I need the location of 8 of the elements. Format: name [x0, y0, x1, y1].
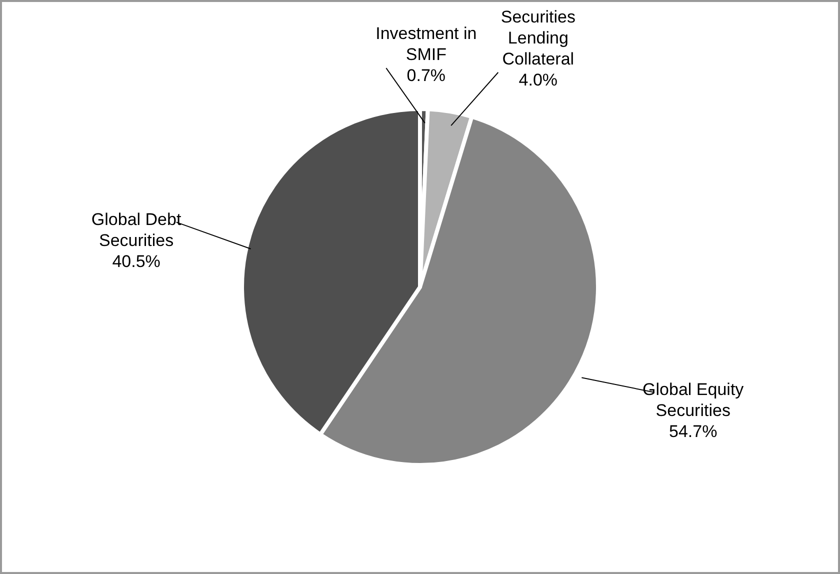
slice-label: Securities Lending Collateral: [500, 7, 576, 68]
data-label: 40.5%: [112, 252, 160, 272]
data-label: 0.7%: [406, 66, 446, 86]
data-label: 54.7%: [669, 422, 718, 442]
data-label: 4.0%: [518, 70, 558, 90]
slice-label: Global Equity Securities: [642, 380, 744, 420]
slice-label: Investment in SMIF: [376, 24, 477, 64]
slice-label: Global Debt Securities: [91, 210, 182, 250]
